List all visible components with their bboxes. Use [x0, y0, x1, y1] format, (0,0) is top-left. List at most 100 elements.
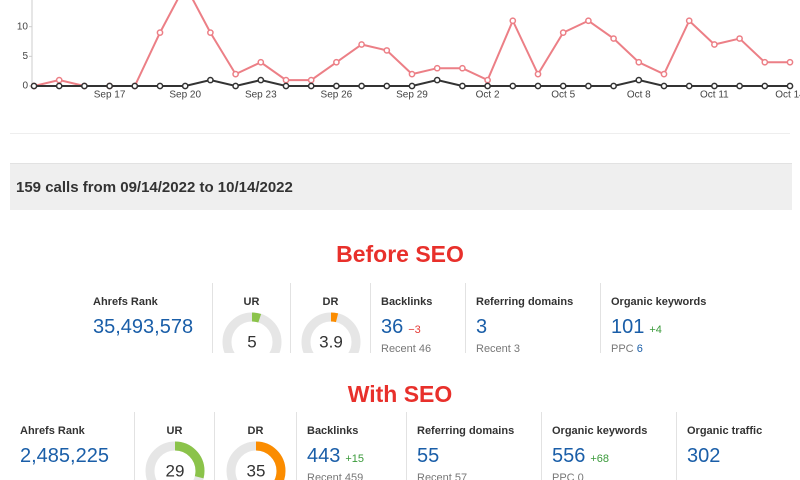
point: [685, 17, 693, 25]
point: [257, 76, 265, 84]
point: [106, 82, 113, 90]
point: [660, 70, 668, 78]
point: [307, 82, 315, 90]
gauge: 35: [226, 441, 285, 480]
metric-cell: DR 35: [215, 412, 297, 480]
point: [711, 82, 718, 90]
point: [358, 82, 365, 90]
sub-label: Recent 459: [307, 472, 364, 480]
metric-value: 2,485,225: [20, 445, 134, 468]
point: [207, 29, 214, 36]
value-text: 101: [611, 316, 645, 338]
sub-label: Recent 57: [417, 472, 468, 480]
value-text: 3: [476, 316, 488, 338]
point: [257, 58, 265, 66]
metric-cell: Referring domains 3 Recent 3: [466, 283, 601, 353]
metric-label: Ahrefs Rank: [93, 296, 158, 308]
gauge-value: 29: [165, 461, 184, 480]
delta: −3: [408, 324, 421, 336]
sub-label: Recent 46: [381, 343, 432, 353]
x-tick-label: Sep 17: [94, 90, 126, 101]
metric-value: 443 +15: [307, 445, 406, 468]
metric-label: DR: [247, 425, 264, 437]
metric-label: Backlinks: [307, 425, 359, 437]
point: [307, 76, 315, 84]
point: [383, 47, 391, 54]
metric-label: Organic keywords: [611, 296, 707, 308]
value-text: 55: [417, 445, 440, 467]
point: [660, 82, 668, 90]
point: [459, 64, 466, 72]
metric-label: UR: [166, 425, 183, 437]
gauge-value: 35: [246, 461, 265, 480]
gauge: 3.9: [301, 312, 360, 353]
delta: +4: [649, 324, 662, 336]
metric-cell: UR 5: [213, 283, 291, 353]
x-tick-label: Oct 11: [700, 90, 729, 101]
point: [610, 82, 617, 90]
point: [333, 58, 340, 66]
delta: +68: [590, 453, 610, 465]
x-tick-label: Oct 2: [476, 90, 500, 101]
point: [585, 82, 592, 90]
x-tick-label: Sep 20: [169, 90, 201, 101]
point: [156, 29, 164, 36]
point: [736, 35, 743, 42]
metric-cell: Organic keywords 556 +68 PPC 0: [542, 412, 677, 480]
point: [585, 17, 592, 25]
before-panel: Ahrefs Rank 35,493,578 UR 5 DR 3.9 Backlinks 36…: [83, 283, 721, 353]
point: [761, 82, 769, 90]
metric-label: DR: [322, 296, 339, 308]
metric-cell: Backlinks 443 +15 Recent 459: [297, 412, 407, 480]
point: [433, 76, 441, 84]
point: [131, 82, 139, 90]
x-tick-label: Oct 8: [627, 90, 651, 101]
metric-cell: Ahrefs Rank 35,493,578: [83, 283, 213, 353]
point: [383, 82, 391, 90]
after-title: With SEO: [347, 381, 453, 407]
gauge-value: 3.9: [319, 332, 343, 351]
point: [534, 70, 542, 78]
point: [358, 41, 365, 48]
point: [786, 82, 794, 90]
value-text: 2,485,225: [20, 445, 109, 467]
before-title: Before SEO: [336, 241, 464, 267]
gauge: 5: [222, 312, 281, 353]
point: [181, 82, 189, 90]
sub-text: PPC 6: [611, 343, 721, 353]
point: [433, 64, 441, 72]
point: [459, 82, 466, 90]
metric-label: Referring domains: [476, 296, 574, 308]
value-text: 556: [552, 445, 586, 467]
gauge-arc: [145, 441, 204, 480]
metric-label: Ahrefs Rank: [20, 425, 85, 437]
point: [408, 82, 416, 90]
point: [635, 58, 643, 66]
gauge-arc: [301, 312, 360, 353]
point: [484, 76, 491, 84]
separator: [10, 133, 790, 134]
point: [534, 82, 542, 90]
value-text: 302: [687, 445, 721, 467]
sub-text: Recent 57: [417, 472, 541, 480]
gauge-arc: [222, 312, 281, 353]
point: [761, 58, 769, 66]
point: [559, 29, 567, 36]
point: [282, 82, 290, 90]
metric-value: 3: [476, 316, 600, 339]
x-tick-label: Oct 5: [551, 90, 575, 101]
metric-cell: Ahrefs Rank 2,485,225: [10, 412, 135, 480]
after-panel: Ahrefs Rank 2,485,225 UR 29 DR 35 Backlinks 443…: [10, 412, 790, 480]
point: [484, 82, 491, 90]
sub-text: Recent 3: [476, 343, 600, 353]
metric-cell: DR 3.9: [291, 283, 371, 353]
metric-value: 302: [687, 445, 790, 468]
metric-label: Referring domains: [417, 425, 515, 437]
x-tick-label: Oct 14: [775, 90, 800, 101]
metric-cell: Organic keywords 101 +4 PPC 6: [601, 283, 721, 353]
metric-label: UR: [243, 296, 260, 308]
point: [736, 82, 743, 90]
gauge: 29: [145, 441, 204, 480]
point: [509, 82, 517, 90]
value-text: 35,493,578: [93, 316, 194, 338]
